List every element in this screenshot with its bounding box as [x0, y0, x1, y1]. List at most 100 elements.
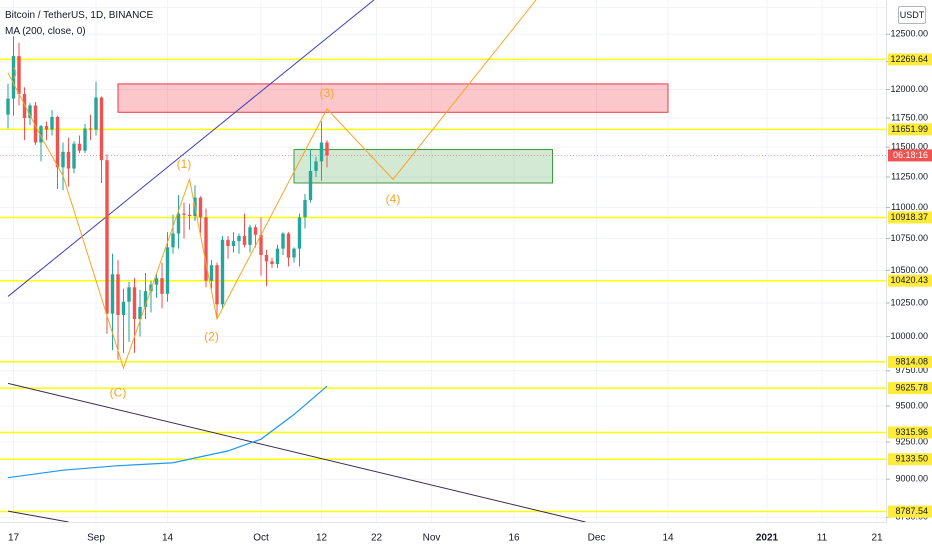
candle-body[interactable]	[176, 213, 181, 234]
candle-body[interactable]	[160, 278, 164, 294]
candle-body[interactable]	[165, 247, 170, 294]
trend-line-rising[interactable]	[7, 0, 377, 297]
candle-body[interactable]	[61, 151, 65, 168]
candle-body[interactable]	[204, 217, 208, 281]
candle-body[interactable]	[72, 143, 76, 169]
elliott-wave-path[interactable]	[7, 0, 537, 370]
candle-body[interactable]	[248, 227, 252, 245]
candle-body[interactable]	[6, 98, 10, 115]
level-price-label[interactable]: 10420.43	[890, 275, 928, 285]
candle-body[interactable]	[143, 291, 148, 308]
time-axis-label: Nov	[423, 533, 441, 544]
candle-body[interactable]	[44, 126, 49, 130]
candle-body[interactable]	[116, 274, 120, 315]
time-axis-label: 17	[8, 533, 20, 544]
candle-body[interactable]	[314, 161, 318, 171]
candle-body[interactable]	[226, 239, 230, 247]
candle-body[interactable]	[83, 128, 87, 151]
candle-body[interactable]	[22, 94, 27, 119]
level-price-label[interactable]: 8787.54	[895, 506, 928, 516]
candle-body[interactable]	[132, 287, 137, 319]
wave-label: (4)	[386, 192, 401, 206]
price-tick-label: 10500.00	[890, 265, 928, 275]
candle-body[interactable]	[275, 248, 280, 264]
candle-body[interactable]	[182, 213, 186, 215]
candle-body[interactable]	[297, 217, 302, 249]
level-price-label[interactable]: 9315.96	[895, 427, 928, 437]
wave-label: (1)	[177, 157, 192, 171]
level-price-label-bg	[888, 505, 932, 518]
candle-body[interactable]	[99, 97, 104, 161]
price-tick-label: 9500.00	[895, 400, 928, 410]
price-tick-label: 9250.00	[895, 436, 928, 446]
wave-label: (C)	[110, 385, 127, 399]
trend-line-falling-1[interactable]	[7, 382, 586, 523]
candle-body[interactable]	[319, 142, 324, 162]
level-price-label-bg	[888, 274, 932, 287]
candle-body[interactable]	[121, 301, 126, 315]
candle-body[interactable]	[292, 248, 296, 258]
price-tick-label: 10750.00	[890, 233, 928, 243]
candle-body[interactable]	[66, 151, 71, 169]
candle-body[interactable]	[171, 233, 175, 248]
candle-body[interactable]	[11, 56, 16, 99]
trend-line-falling-2[interactable]	[7, 510, 69, 523]
candle-body[interactable]	[94, 97, 98, 130]
candle-body[interactable]	[39, 126, 43, 143]
currency-button[interactable]: USDT	[898, 6, 926, 24]
indicator-legend[interactable]: MA (200, close, 0)	[5, 26, 86, 37]
current-price-tag[interactable]: 06:18:16	[893, 150, 928, 160]
candle-body[interactable]	[259, 234, 263, 256]
price-tick-label: 10000.00	[890, 331, 928, 341]
candle-body[interactable]	[105, 160, 109, 314]
candle-body[interactable]	[17, 56, 21, 95]
candle-body[interactable]	[253, 227, 258, 235]
candle-body[interactable]	[127, 287, 131, 302]
candle-body[interactable]	[198, 197, 203, 218]
candle-body[interactable]	[270, 261, 274, 264]
candle-body[interactable]	[77, 143, 82, 151]
candle-body[interactable]	[286, 233, 291, 258]
symbol-legend[interactable]: Bitcoin / TetherUS, 1D, BINANCE	[5, 10, 154, 21]
price-tick-label: 12500.00	[890, 29, 928, 39]
level-price-label[interactable]: 10918.37	[890, 212, 928, 222]
time-axis-label: 22	[371, 533, 383, 544]
level-price-label[interactable]: 9625.78	[895, 383, 928, 393]
level-price-label[interactable]: 9814.08	[895, 356, 928, 366]
candle-body[interactable]	[154, 278, 159, 285]
candle-body[interactable]	[110, 274, 115, 314]
level-price-label-bg	[888, 426, 932, 439]
target-zone[interactable]	[293, 149, 553, 184]
level-price-label[interactable]: 12269.64	[890, 54, 928, 64]
candle-body[interactable]	[33, 105, 38, 143]
price-tick-label: 9000.00	[895, 474, 928, 484]
candle-body[interactable]	[28, 105, 32, 119]
price-tick-label: 11000.00	[891, 202, 928, 212]
level-price-label[interactable]: 11651.99	[891, 124, 928, 134]
candle-body[interactable]	[242, 236, 247, 245]
moving-average-line[interactable]	[7, 385, 328, 479]
candle-body[interactable]	[264, 255, 269, 262]
candle-body[interactable]	[308, 170, 313, 201]
price-tick-label: 9750.00	[895, 365, 928, 375]
resistance-zone[interactable]	[117, 83, 669, 113]
candle-body[interactable]	[231, 241, 236, 247]
time-axis-background	[0, 523, 932, 550]
candle-body[interactable]	[220, 239, 225, 305]
candle-body[interactable]	[55, 116, 60, 168]
candle-body[interactable]	[237, 236, 241, 242]
candle-body[interactable]	[88, 128, 93, 130]
candle-body[interactable]	[281, 233, 285, 249]
level-price-label[interactable]: 9133.50	[895, 454, 928, 464]
current-price-tag-bg	[888, 149, 932, 162]
candle-body[interactable]	[325, 142, 329, 156]
candle-body[interactable]	[209, 265, 214, 281]
candle-body[interactable]	[215, 265, 219, 305]
price-tick-label: 12000.00	[890, 84, 928, 94]
candle-body[interactable]	[303, 200, 307, 218]
candle-body[interactable]	[187, 214, 192, 217]
candle-body[interactable]	[50, 116, 54, 130]
time-axis-label: Sep	[87, 533, 105, 544]
candle-body[interactable]	[138, 307, 142, 319]
